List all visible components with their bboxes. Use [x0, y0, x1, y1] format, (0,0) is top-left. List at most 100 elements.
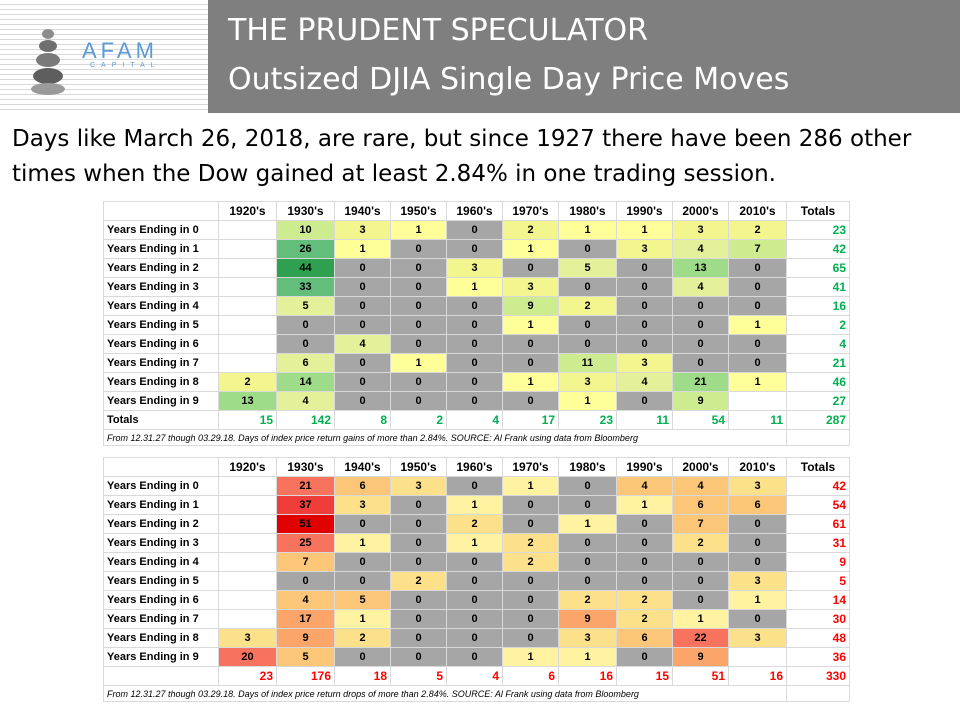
- count-cell: 0: [334, 296, 391, 316]
- count-cell: [218, 476, 277, 496]
- count-cell: 3: [672, 220, 729, 240]
- count-cell: 0: [334, 315, 391, 335]
- table-row: Years Ending in 2 44 0 0 3 0 5 0 13 0 65: [103, 258, 850, 278]
- count-cell: 0: [728, 334, 787, 354]
- count-cell: 0: [558, 315, 617, 335]
- count-cell: 6: [616, 628, 673, 648]
- count-cell: 1: [558, 391, 617, 411]
- count-cell: 0: [390, 609, 447, 629]
- decade-total: 2: [390, 410, 447, 430]
- row-total: 2: [786, 315, 850, 335]
- count-cell: 0: [446, 476, 503, 496]
- count-cell: 0: [672, 571, 729, 591]
- count-cell: 0: [446, 334, 503, 354]
- count-cell: 4: [672, 476, 729, 496]
- column-header: Totals: [786, 201, 850, 221]
- count-cell: 5: [558, 258, 617, 278]
- decade-total: 11: [616, 410, 673, 430]
- count-cell: 0: [558, 495, 617, 515]
- count-cell: 0: [446, 239, 503, 259]
- row-label: Years Ending in 0: [103, 476, 219, 496]
- count-cell: 3: [728, 571, 787, 591]
- row-total: 27: [786, 391, 850, 411]
- count-cell: 2: [616, 590, 673, 610]
- drops-table: 1920's 1930's 1940's 1950's 1960's 1970's 1980…: [103, 457, 850, 702]
- column-header: 1960's: [446, 457, 503, 477]
- footnote-row: From 12.31.27 though 03.29.18. Days of i…: [103, 429, 850, 446]
- table-row: Years Ending in 0 10 3 1 0 2 1 1 3 2 23: [103, 220, 850, 240]
- logo-panel: AFAM CAPITAL: [0, 0, 208, 113]
- table-row: Years Ending in 7 6 0 1 0 0 11 3 0 0 21: [103, 353, 850, 373]
- count-cell: 2: [334, 628, 391, 648]
- count-cell: 2: [502, 220, 559, 240]
- count-cell: 2: [672, 533, 729, 553]
- row-total: 36: [786, 647, 850, 667]
- row-total: 21: [786, 353, 850, 373]
- row-total: 48: [786, 628, 850, 648]
- count-cell: 2: [446, 514, 503, 534]
- row-total: 9: [786, 552, 850, 572]
- table-row: Years Ending in 6 4 5 0 0 0 2 2 0 1 14: [103, 590, 850, 610]
- count-cell: 2: [558, 296, 617, 316]
- count-cell: 0: [446, 647, 503, 667]
- count-cell: 5: [276, 296, 335, 316]
- count-cell: 0: [334, 571, 391, 591]
- column-header: 2010's: [728, 457, 787, 477]
- column-header: 2000's: [672, 457, 729, 477]
- row-total: 41: [786, 277, 850, 297]
- count-cell: 7: [728, 239, 787, 259]
- count-cell: 3: [558, 628, 617, 648]
- count-cell: 0: [616, 514, 673, 534]
- count-cell: 0: [728, 552, 787, 572]
- count-cell: 0: [672, 315, 729, 335]
- table-row: Years Ending in 1 26 1 0 0 1 0 3 4 7 42: [103, 239, 850, 259]
- count-cell: 2: [558, 590, 617, 610]
- row-total: 23: [786, 220, 850, 240]
- count-cell: 1: [502, 315, 559, 335]
- count-cell: 6: [728, 495, 787, 515]
- count-cell: 0: [390, 590, 447, 610]
- count-cell: [218, 220, 277, 240]
- count-cell: 44: [276, 258, 335, 278]
- count-cell: 9: [276, 628, 335, 648]
- count-cell: 0: [616, 315, 673, 335]
- count-cell: 0: [446, 628, 503, 648]
- totals-label: Totals: [103, 410, 219, 430]
- count-cell: [218, 353, 277, 373]
- count-cell: 0: [502, 571, 559, 591]
- row-label: Years Ending in 9: [103, 647, 219, 667]
- count-cell: 1: [446, 495, 503, 515]
- count-cell: 0: [728, 353, 787, 373]
- row-total: 4: [786, 334, 850, 354]
- count-cell: 0: [390, 647, 447, 667]
- count-cell: 6: [672, 495, 729, 515]
- table-row: Years Ending in 9 20 5 0 0 0 1 1 0 9 36: [103, 647, 850, 667]
- row-total: 42: [786, 476, 850, 496]
- count-cell: [218, 258, 277, 278]
- count-cell: 0: [616, 277, 673, 297]
- decade-total: 142: [276, 410, 335, 430]
- count-cell: 0: [616, 571, 673, 591]
- count-cell: 0: [390, 277, 447, 297]
- decade-total: 23: [218, 666, 277, 686]
- count-cell: [218, 609, 277, 629]
- count-cell: 1: [672, 609, 729, 629]
- decade-total: 17: [502, 410, 559, 430]
- header-row: 1920's 1930's 1940's 1950's 1960's 1970's 1980…: [103, 457, 850, 477]
- count-cell: 0: [502, 353, 559, 373]
- row-label: Years Ending in 0: [103, 220, 219, 240]
- row-total: 61: [786, 514, 850, 534]
- column-header: 1990's: [616, 457, 673, 477]
- count-cell: 0: [728, 277, 787, 297]
- count-cell: 33: [276, 277, 335, 297]
- table-row: Years Ending in 1 37 3 0 1 0 0 1 6 6 54: [103, 495, 850, 515]
- decade-total: 8: [334, 410, 391, 430]
- count-cell: 0: [728, 609, 787, 629]
- count-cell: 1: [728, 315, 787, 335]
- row-total: 65: [786, 258, 850, 278]
- count-cell: 1: [558, 514, 617, 534]
- count-cell: 22: [672, 628, 729, 648]
- table-row: Years Ending in 7 17 1 0 0 0 9 2 1 0 30: [103, 609, 850, 629]
- count-cell: 0: [276, 571, 335, 591]
- count-cell: 4: [276, 590, 335, 610]
